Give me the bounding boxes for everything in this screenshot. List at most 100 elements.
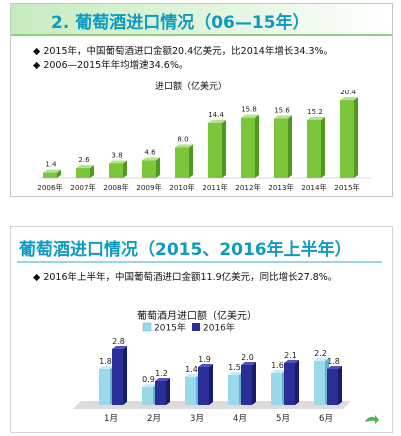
x-tick-label: 4月 xyxy=(233,414,247,424)
bullet-2015-import: ◆ 2015年，中国葡萄酒进口金额20.4亿美元，比2014年增长34.3%。 xyxy=(33,46,334,57)
bar-top xyxy=(175,144,193,148)
data-label: 2.8 xyxy=(112,337,125,346)
data-label: 1.2 xyxy=(155,369,168,378)
x-tick-label: 2月 xyxy=(147,414,161,424)
bar-side xyxy=(222,120,226,178)
x-tick-label: 2009年 xyxy=(136,183,161,192)
x-tick-label: 6月 xyxy=(319,414,333,424)
data-label: 1.8 xyxy=(99,357,112,366)
x-tick-label: 2012年 xyxy=(235,183,260,192)
bar xyxy=(142,387,153,405)
bar xyxy=(241,117,255,178)
bar xyxy=(99,369,110,405)
data-label: 1.5 xyxy=(228,363,241,372)
bar-side xyxy=(123,346,127,405)
bar-top xyxy=(327,366,342,369)
bar xyxy=(198,367,209,405)
x-tick-label: 2011年 xyxy=(202,183,227,192)
data-label: 2.2 xyxy=(314,349,327,358)
bar-side xyxy=(338,366,342,405)
x-tick-label: 5月 xyxy=(276,414,290,424)
bar xyxy=(314,361,325,405)
legend-swatch-2016 xyxy=(192,323,200,331)
bar-top xyxy=(198,364,213,367)
bar-top xyxy=(274,115,292,119)
x-tick-label: 2013年 xyxy=(268,183,293,192)
chart1-title: 进口额（亿美元） xyxy=(155,82,228,92)
x-tick-label: 2006年 xyxy=(37,183,62,192)
bar-top xyxy=(185,374,200,377)
data-label: 15.6 xyxy=(274,106,290,114)
bar xyxy=(340,100,354,178)
legend: 2015年 2016年 xyxy=(142,322,235,334)
import-panel-2015-2016: 葡萄酒进口情况（2015、2016年上半年） ◆ 2016年上半年，中国葡萄酒进… xyxy=(10,226,393,433)
title-underline xyxy=(17,261,382,263)
data-label: 1.6 xyxy=(271,361,284,370)
bar xyxy=(112,349,123,405)
bars-group: 1.8 2.8 1月 0.91.2 2月 1.41.9 3月 1.52.0 4月 1.62.1 5月… xyxy=(99,337,342,424)
bar-top xyxy=(228,372,243,375)
bar xyxy=(208,123,222,178)
bar-side xyxy=(288,115,292,178)
bar-side xyxy=(57,169,61,178)
bar-side xyxy=(90,165,94,178)
x-tick-label: 3月 xyxy=(190,414,204,424)
bar xyxy=(307,119,321,178)
bar-top xyxy=(99,366,114,369)
import-panel-2006-2015: 2. 葡萄酒进口情况（06—15年） ◆ 2015年，中国葡萄酒进口金额20.4… xyxy=(10,3,393,197)
data-label: 1.4 xyxy=(45,161,57,169)
bar-top xyxy=(109,160,127,164)
bar-top xyxy=(307,116,325,120)
bar-side xyxy=(321,116,325,178)
title-band: 2. 葡萄酒进口情况（06—15年） xyxy=(11,4,392,36)
bar xyxy=(185,377,196,405)
bar-side xyxy=(166,378,170,405)
bar xyxy=(109,163,123,178)
bar xyxy=(175,147,189,178)
panel2-title: 葡萄酒进口情况（2015、2016年上半年） xyxy=(19,240,352,260)
data-label: 14.4 xyxy=(208,111,224,119)
monthly-import-bar-chart: 2015年 2016年 1.82.81月0.91.22月1.41.93月1.52… xyxy=(73,322,351,424)
x-tick-label: 2014年 xyxy=(301,183,326,192)
x-tick-label: 2007年 xyxy=(70,183,95,192)
x-tick-label: 1月 xyxy=(104,414,118,424)
bar-top xyxy=(142,384,157,387)
data-label: 20.4 xyxy=(340,90,356,96)
bar xyxy=(271,373,282,405)
data-label: 1.8 xyxy=(327,357,340,366)
bar xyxy=(142,160,156,178)
data-label: 2.6 xyxy=(78,156,90,164)
bar-top xyxy=(76,165,94,169)
bar-side xyxy=(209,364,213,405)
bar-side xyxy=(156,157,160,178)
bar-top xyxy=(241,114,259,118)
legend-swatch-2015 xyxy=(142,322,152,332)
bar xyxy=(327,369,338,405)
bullet-2016-h1-import: ◆ 2016年上半年，中国葡萄酒进口金额11.9亿美元，同比增长27.8%。 xyxy=(33,272,338,283)
data-label: 1.4 xyxy=(185,365,198,374)
bar-top xyxy=(340,97,358,101)
bar xyxy=(241,365,252,405)
bullet-avg-growth: ◆ 2006—2015年年均增速34.6%。 xyxy=(33,60,189,71)
bar-top xyxy=(155,378,170,381)
share-icon[interactable] xyxy=(362,412,380,430)
bar xyxy=(155,381,166,405)
bar-top xyxy=(314,358,329,361)
data-label: 2.1 xyxy=(284,351,297,360)
data-label: 2.0 xyxy=(241,353,254,362)
data-label: 4.6 xyxy=(144,148,156,156)
x-tick-label: 2008年 xyxy=(103,183,128,192)
bar-top xyxy=(142,157,160,161)
data-label: 15.2 xyxy=(307,108,323,116)
bar-top xyxy=(241,362,256,365)
x-tick-label: 2015年 xyxy=(334,183,359,192)
legend-label-2016: 2016年 xyxy=(203,322,235,334)
bar-top xyxy=(43,169,61,173)
bar-side xyxy=(123,160,127,178)
bar-top xyxy=(271,370,286,373)
data-label: 1.9 xyxy=(198,355,211,364)
bar-side xyxy=(255,114,259,178)
bar-top xyxy=(208,120,226,124)
bar xyxy=(43,172,57,178)
data-label: 3.8 xyxy=(111,151,122,159)
